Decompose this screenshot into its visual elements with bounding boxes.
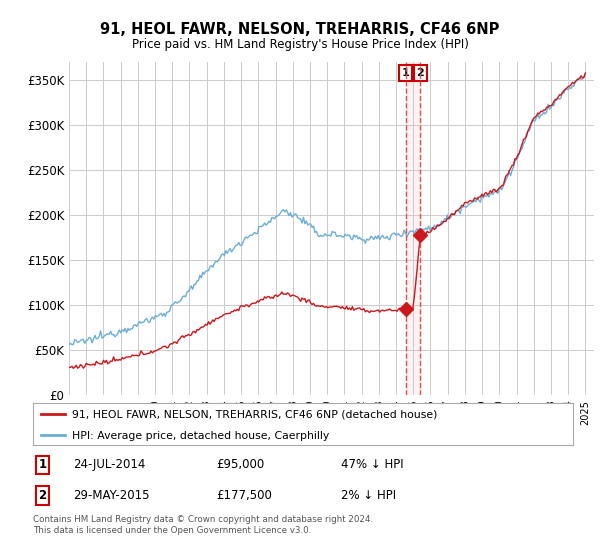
Text: £177,500: £177,500 <box>217 489 272 502</box>
Text: 1: 1 <box>38 459 47 472</box>
Text: 91, HEOL FAWR, NELSON, TREHARRIS, CF46 6NP (detached house): 91, HEOL FAWR, NELSON, TREHARRIS, CF46 6… <box>72 409 437 419</box>
Text: 91, HEOL FAWR, NELSON, TREHARRIS, CF46 6NP: 91, HEOL FAWR, NELSON, TREHARRIS, CF46 6… <box>100 22 500 38</box>
Text: Contains HM Land Registry data © Crown copyright and database right 2024.
This d: Contains HM Land Registry data © Crown c… <box>33 515 373 535</box>
Text: 47% ↓ HPI: 47% ↓ HPI <box>341 459 403 472</box>
Bar <box>406 62 421 395</box>
Text: 29-MAY-2015: 29-MAY-2015 <box>74 489 150 502</box>
Text: 1: 1 <box>402 68 410 78</box>
Text: £95,000: £95,000 <box>217 459 265 472</box>
Text: 2% ↓ HPI: 2% ↓ HPI <box>341 489 396 502</box>
Text: HPI: Average price, detached house, Caerphilly: HPI: Average price, detached house, Caer… <box>72 431 329 441</box>
Text: 2: 2 <box>416 68 424 78</box>
Text: Price paid vs. HM Land Registry's House Price Index (HPI): Price paid vs. HM Land Registry's House … <box>131 38 469 50</box>
Text: 2: 2 <box>38 489 47 502</box>
Text: 24-JUL-2014: 24-JUL-2014 <box>74 459 146 472</box>
